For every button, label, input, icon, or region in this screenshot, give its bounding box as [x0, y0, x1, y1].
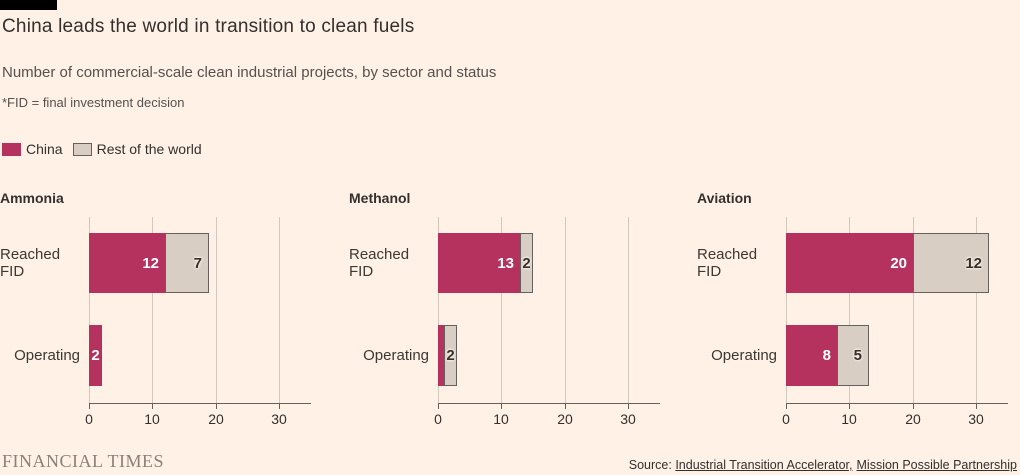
x-tick-label: 30 — [968, 411, 984, 427]
axis-tick — [152, 403, 153, 409]
plot-area-methanol: 0 10 20 30 13 2 2 — [434, 217, 660, 427]
panel-title-aviation: Aviation — [697, 190, 752, 206]
legend-swatch-icon — [72, 142, 92, 156]
page-title: China leads the world in transition to c… — [2, 16, 415, 37]
panel-title-methanol: Methanol — [349, 190, 411, 206]
gridline — [786, 217, 787, 403]
gridline — [89, 217, 90, 403]
bar-value-label: 5 — [853, 347, 862, 364]
plot-area-ammonia: 0 10 20 30 12 7 2 — [85, 217, 311, 427]
bar-value-label: 12 — [965, 254, 982, 272]
category-label-operating: Operating — [363, 347, 429, 364]
bar-segment-china-ammonia: 2 — [89, 325, 102, 386]
axis-tick — [913, 403, 914, 409]
legend-item-rest-of-the-world: Rest of the world — [72, 141, 202, 157]
bar-value-label: 12 — [142, 254, 159, 272]
bar-segment-rest-aviation: 12 — [913, 233, 989, 293]
ft-accent-bar — [0, 0, 57, 10]
bar-value-label: 2 — [91, 347, 100, 364]
gridline — [438, 217, 439, 403]
chart-panel-methanol: Methanol Reached FID Operating 0 10 20 30 13 2 2 — [349, 190, 667, 438]
bar-segment-china-ammonia: 12 — [89, 233, 165, 293]
gridline — [216, 217, 217, 403]
gridline — [565, 217, 566, 403]
category-label-reached-fid: Reached FID — [0, 246, 61, 280]
bar-segment-china-aviation: 20 — [786, 233, 913, 293]
bar-segment-rest-aviation: 5 — [837, 325, 869, 386]
chart-panel-aviation: Aviation Reached FID Operating 0 10 20 30 20 12 8… — [697, 190, 1015, 438]
axis-tick — [786, 403, 787, 409]
chart-subtitle: Number of commercial-scale clean industr… — [2, 64, 497, 81]
category-label-operating: Operating — [14, 347, 80, 364]
bar-value-label: 2 — [446, 347, 455, 364]
legend-swatch-icon — [2, 142, 21, 156]
legend-item-china: China — [2, 141, 63, 157]
x-tick-label: 20 — [208, 411, 224, 427]
source-link-industrial-transition-accelerator[interactable]: Industrial Transition Accelerator, — [675, 458, 853, 472]
x-tick-label: 10 — [144, 411, 160, 427]
legend: China Rest of the world — [2, 141, 202, 157]
bar-value-label: 13 — [497, 254, 514, 272]
x-tick-label: 30 — [620, 411, 636, 427]
source-line: Source: Industrial Transition Accelerato… — [629, 458, 1017, 472]
gridline — [976, 217, 977, 403]
plot-area-aviation: 0 10 20 30 20 12 8 5 — [782, 217, 1008, 427]
bar-value-label: 2 — [522, 254, 531, 272]
x-tick-label: 20 — [557, 411, 573, 427]
financial-times-wordmark: FINANCIAL TIMES — [2, 451, 165, 471]
gridline — [628, 217, 629, 403]
chart-footnote: *FID = final investment decision — [2, 95, 185, 110]
bar-value-label: 8 — [822, 347, 831, 364]
gridline — [913, 217, 914, 403]
chart-panel-ammonia: Ammonia Reached FID Operating 0 10 20 30 12 7 2 — [0, 190, 318, 438]
axis-tick — [438, 403, 439, 409]
x-tick-label: 20 — [905, 411, 921, 427]
x-tick-label: 0 — [85, 411, 93, 427]
axis-tick — [279, 403, 280, 409]
x-tick-label: 0 — [434, 411, 442, 427]
category-label-operating: Operating — [711, 347, 777, 364]
category-label-reached-fid: Reached FID — [697, 246, 758, 280]
axis-tick — [216, 403, 217, 409]
x-tick-label: 10 — [493, 411, 509, 427]
bar-segment-china-methanol — [438, 325, 444, 386]
bar-segment-rest-ammonia: 7 — [165, 233, 209, 293]
x-tick-label: 30 — [271, 411, 287, 427]
gridline — [501, 217, 502, 403]
axis-tick — [628, 403, 629, 409]
x-tick-label: 0 — [782, 411, 790, 427]
source-prefix: Source: — [628, 458, 672, 472]
axis-tick — [565, 403, 566, 409]
gridline — [152, 217, 153, 403]
bar-value-label: 7 — [193, 254, 202, 272]
legend-label: China — [26, 141, 63, 157]
gridline — [849, 217, 850, 403]
x-tick-label: 10 — [841, 411, 857, 427]
axis-tick — [976, 403, 977, 409]
axis-tick — [501, 403, 502, 409]
gridline — [279, 217, 280, 403]
bar-value-label: 20 — [890, 254, 907, 272]
source-link-mission-possible-partnership[interactable]: Mission Possible Partnership — [856, 458, 1018, 472]
bar-segment-rest-methanol: 2 — [520, 233, 533, 293]
bar-segment-rest-methanol: 2 — [444, 325, 457, 386]
category-label-reached-fid: Reached FID — [349, 246, 410, 280]
panel-title-ammonia: Ammonia — [0, 190, 64, 206]
bar-segment-china-aviation: 8 — [786, 325, 837, 386]
bar-segment-china-methanol: 13 — [438, 233, 520, 293]
axis-tick — [849, 403, 850, 409]
legend-label: Rest of the world — [96, 141, 202, 157]
axis-tick — [89, 403, 90, 409]
